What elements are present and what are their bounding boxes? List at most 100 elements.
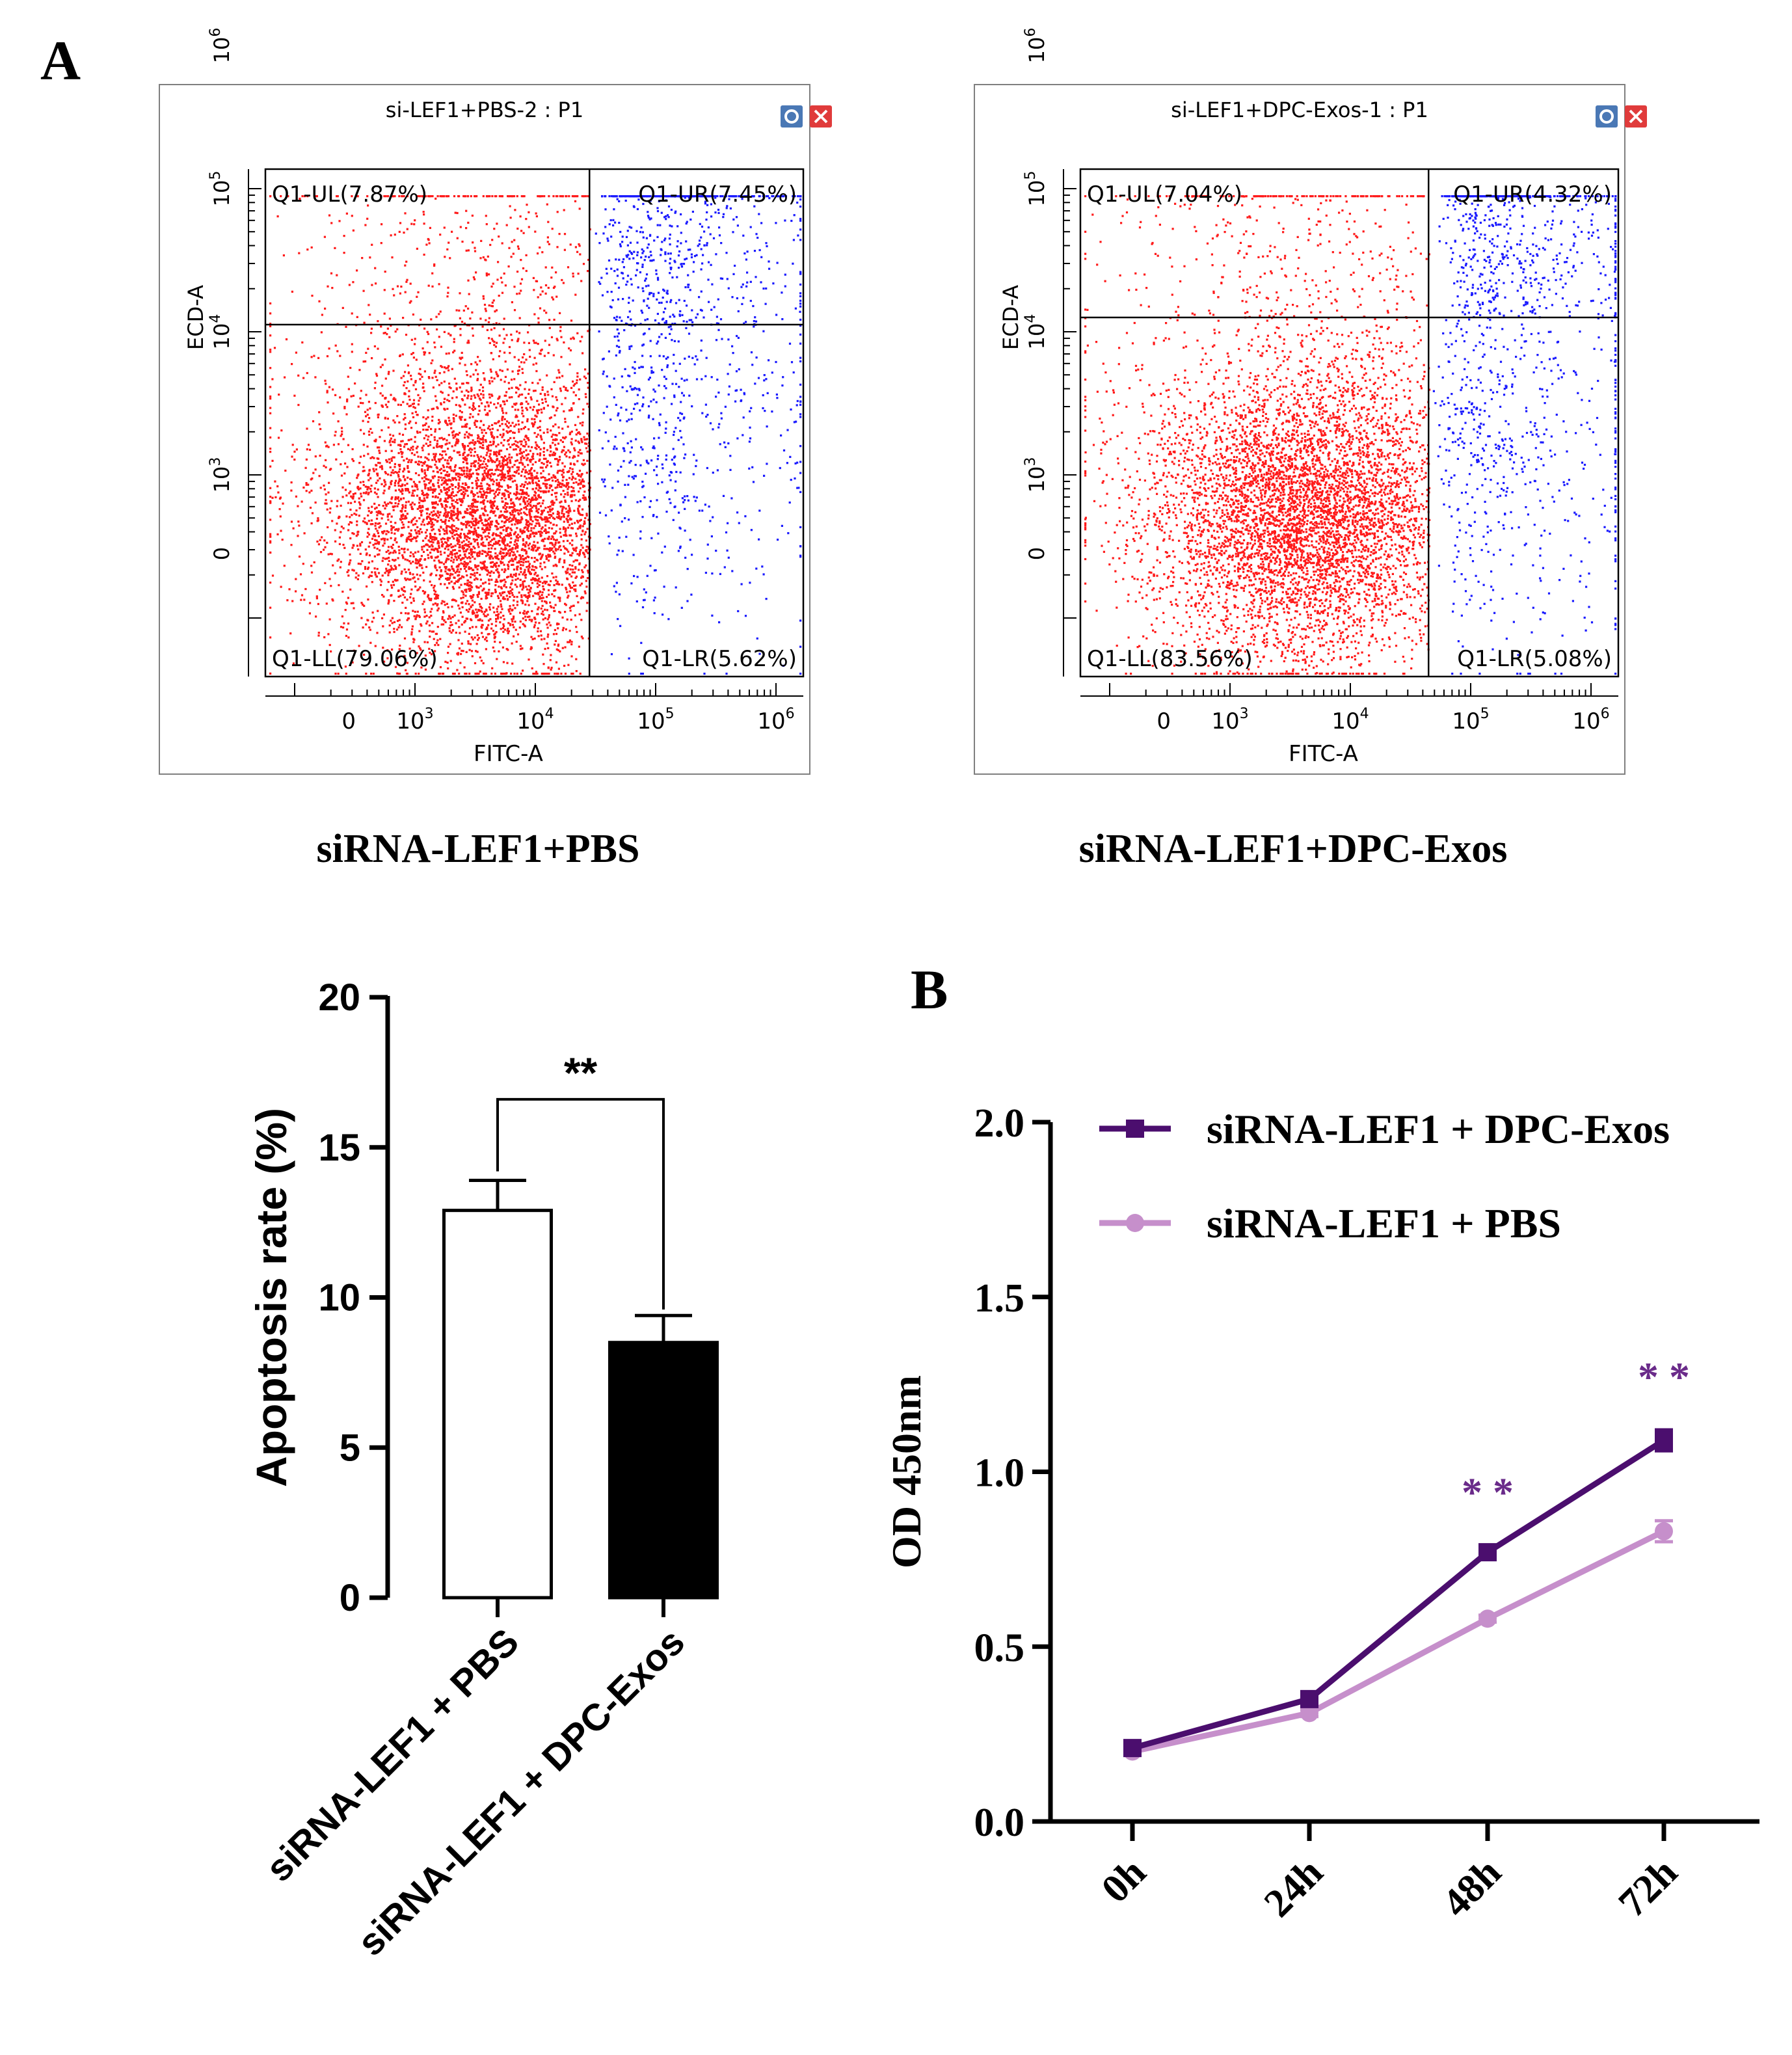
event-dot <box>371 456 374 459</box>
event-dot <box>440 382 443 384</box>
event-dot <box>412 489 414 492</box>
event-dot <box>479 552 481 555</box>
event-dot <box>397 451 400 455</box>
event-dot <box>483 469 486 472</box>
event-dot <box>552 406 555 409</box>
event-dot <box>402 523 405 526</box>
event-dot <box>451 529 454 531</box>
event-dot <box>369 407 371 410</box>
event-dot <box>459 474 462 476</box>
event-dot <box>541 512 544 515</box>
event-dot <box>526 527 529 530</box>
event-dot <box>538 403 541 406</box>
event-dot <box>464 418 466 422</box>
event-dot <box>362 492 365 494</box>
event-dot <box>457 438 459 441</box>
event-dot <box>440 541 443 543</box>
event-dot <box>410 631 413 634</box>
event-dot <box>269 636 272 639</box>
event-dot <box>340 504 342 507</box>
event-dot <box>507 561 511 563</box>
event-dot <box>406 619 408 621</box>
event-dot <box>515 472 518 474</box>
event-dot <box>541 600 543 602</box>
event-dot <box>565 587 567 589</box>
event-dot <box>536 673 539 675</box>
event-dot <box>525 595 528 598</box>
event-dot <box>412 524 414 526</box>
event-dot <box>327 446 330 448</box>
event-dot <box>526 508 528 511</box>
event-dot <box>531 569 533 571</box>
event-dot <box>524 445 526 448</box>
event-dot <box>503 524 505 527</box>
event-dot <box>514 621 516 623</box>
event-dot <box>405 387 408 390</box>
event-dot <box>526 520 528 523</box>
event-dot <box>396 672 399 675</box>
event-dot <box>526 528 529 531</box>
event-dot <box>478 409 481 412</box>
event-dot <box>505 506 508 509</box>
event-dot <box>449 387 452 390</box>
event-dot <box>428 647 431 650</box>
event-dot <box>414 673 417 675</box>
event-dot <box>384 450 387 452</box>
event-dot <box>330 553 333 556</box>
event-dot <box>537 317 540 319</box>
event-dot <box>453 494 455 498</box>
event-dot <box>528 502 530 505</box>
event-dot <box>412 518 415 520</box>
event-dot <box>410 519 413 522</box>
event-dot <box>526 409 529 411</box>
event-dot <box>437 476 440 479</box>
event-dot <box>578 442 580 444</box>
event-dot <box>434 463 436 466</box>
event-dot <box>574 576 577 579</box>
event-dot <box>460 522 462 524</box>
event-dot <box>563 484 566 487</box>
event-dot <box>576 630 578 634</box>
event-dot <box>472 472 474 475</box>
event-dot <box>498 516 500 519</box>
event-dot <box>494 461 496 463</box>
event-dot <box>392 456 394 459</box>
event-dot <box>369 457 372 459</box>
event-dot <box>457 579 460 582</box>
event-dot <box>496 479 498 481</box>
event-dot <box>423 494 425 496</box>
event-dot <box>514 607 516 610</box>
event-dot <box>384 501 386 504</box>
event-dot <box>347 574 350 577</box>
event-dot <box>383 485 386 488</box>
event-dot <box>513 514 516 517</box>
event-dot <box>532 578 535 581</box>
event-dot <box>508 545 511 548</box>
event-dot <box>377 488 379 491</box>
event-dot <box>387 574 390 576</box>
event-dot <box>329 507 332 510</box>
event-dot <box>468 473 471 476</box>
event-dot <box>384 522 388 525</box>
event-dot <box>377 522 379 525</box>
event-dot <box>504 546 507 549</box>
event-dot <box>461 498 463 500</box>
event-dot <box>334 529 336 531</box>
event-dot <box>486 451 488 454</box>
event-dot <box>550 548 553 551</box>
event-dot <box>269 518 272 521</box>
event-dot <box>556 513 559 515</box>
event-dot <box>390 394 392 396</box>
event-dot <box>453 349 456 352</box>
event-dot <box>432 505 435 509</box>
event-dot <box>418 588 420 591</box>
event-dot <box>532 423 535 426</box>
event-dot <box>471 448 474 451</box>
event-dot <box>501 541 504 544</box>
event-dot <box>459 559 462 561</box>
event-dot <box>312 420 315 423</box>
event-dot <box>485 496 487 499</box>
event-dot <box>423 370 426 373</box>
event-dot <box>533 421 537 423</box>
